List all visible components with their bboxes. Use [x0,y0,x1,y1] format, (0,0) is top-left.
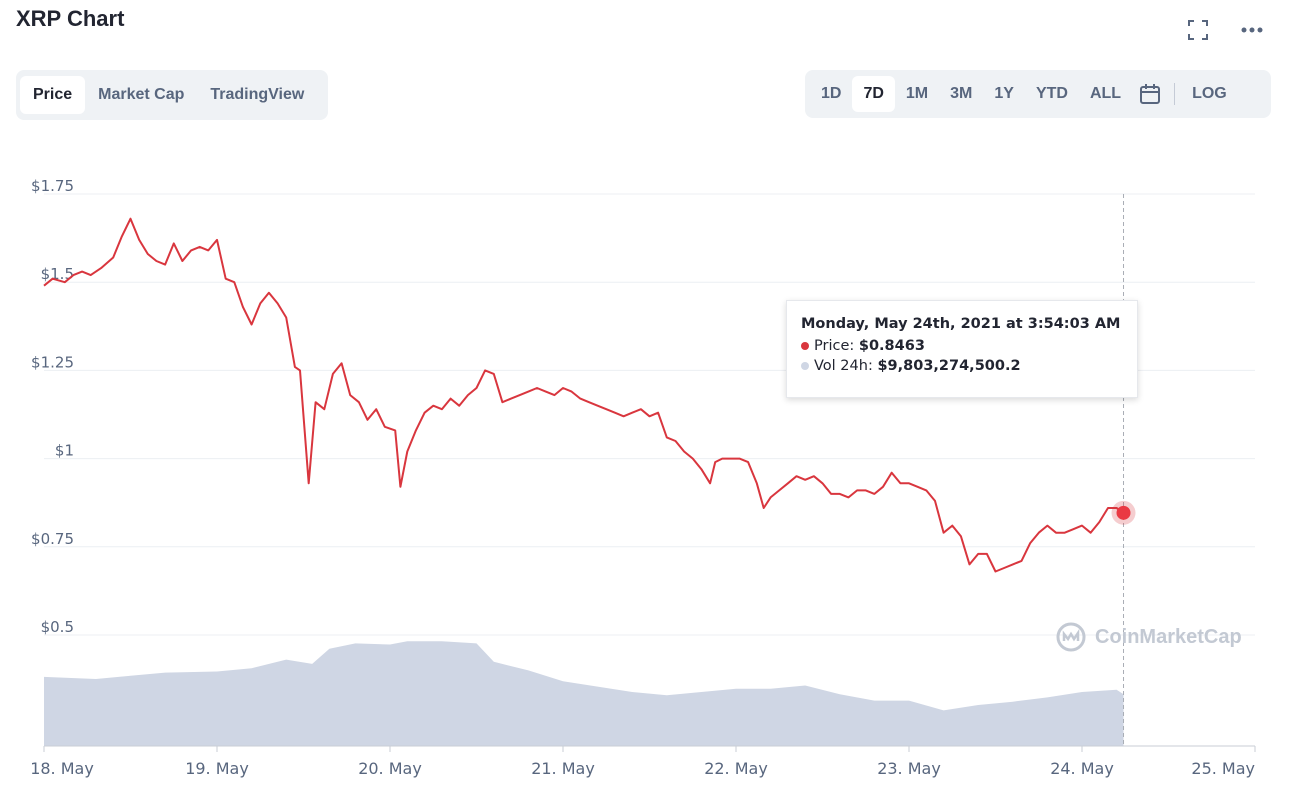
range-1m[interactable]: 1M [905,85,929,102]
coinmarketcap-logo-icon [1056,622,1086,652]
y-tick-label: $0.5 [41,618,74,636]
x-tick-label: 19. May [185,759,249,778]
calendar-icon[interactable] [1132,78,1168,110]
tooltip-title: Monday, May 24th, 2021 at 3:54:03 AM [801,316,1121,332]
highlight-marker [1111,194,1136,746]
tooltip-vol-value: $9,803,274,500.2 [877,358,1021,374]
x-tick-label: 18. May [30,759,94,778]
range-1y[interactable]: 1Y [994,85,1014,102]
range-7d[interactable]: 7D [852,76,895,112]
x-tick-label: 21. May [531,759,595,778]
tab-price[interactable]: Price [20,76,86,114]
chart-type-tabs: Price Market Cap TradingView [16,70,328,120]
tab-market-cap[interactable]: Market Cap [98,86,185,103]
x-tick-label: 25. May [1191,759,1255,778]
grid-lines [44,193,1255,636]
range-1d[interactable]: 1D [821,85,842,102]
volume-area [44,641,1124,746]
tooltip-vol-label: Vol 24h: [814,358,873,374]
range-divider [1174,83,1176,105]
tooltip-price-label: Price: [814,338,855,354]
x-tick-label: 20. May [358,759,422,778]
time-range-selector: 1D 7D 1M 3M 1Y YTD ALL LOG [805,70,1271,118]
fullscreen-icon[interactable] [1186,18,1210,42]
y-axis: $1.75 $1.5 $1.25 $1 $0.75 $0.5 [31,177,74,636]
log-scale-toggle[interactable]: LOG [1192,85,1227,102]
y-tick-label: $1.75 [31,177,74,195]
tab-tradingview[interactable]: TradingView [210,86,305,103]
tooltip-price-row: Price: $0.8463 [801,336,1123,356]
x-axis: 18. May 19. May 20. May 21. May 22. May 23. M… [30,745,1256,778]
tooltip-price-value: $0.8463 [858,338,925,354]
y-tick-label: $0.75 [31,530,74,548]
highlight-point [1116,505,1131,520]
range-3m[interactable]: 3M [950,85,973,102]
volume-dot-icon [801,362,809,370]
y-tick-label: $1 [55,442,74,460]
x-tick-label: 24. May [1050,759,1114,778]
more-icon[interactable] [1240,18,1264,42]
range-ytd[interactable]: YTD [1035,85,1068,102]
tooltip-volume-row: Vol 24h: $9,803,274,500.2 [801,356,1123,376]
volume-series [44,641,1124,746]
x-tick-label: 22. May [704,759,768,778]
x-tick-label: 23. May [877,759,941,778]
chart-tooltip: Monday, May 24th, 2021 at 3:54:03 AM Pri… [786,300,1138,398]
chart-toolbar [1186,18,1264,42]
watermark-text: CoinMarketCap [1095,625,1242,648]
price-series [43,217,1125,573]
watermark: CoinMarketCap [1055,621,1242,653]
page-title: XRP Chart [16,6,125,31]
y-tick-label: $1.5 [41,265,74,283]
price-dot-icon [801,342,809,350]
y-tick-label: $1.25 [31,353,74,371]
price-line [43,217,1125,573]
range-all[interactable]: ALL [1089,85,1122,102]
